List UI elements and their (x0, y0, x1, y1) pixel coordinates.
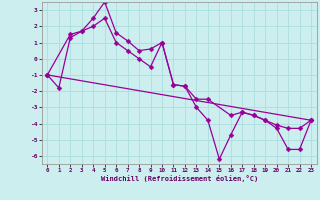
X-axis label: Windchill (Refroidissement éolien,°C): Windchill (Refroidissement éolien,°C) (100, 175, 258, 182)
